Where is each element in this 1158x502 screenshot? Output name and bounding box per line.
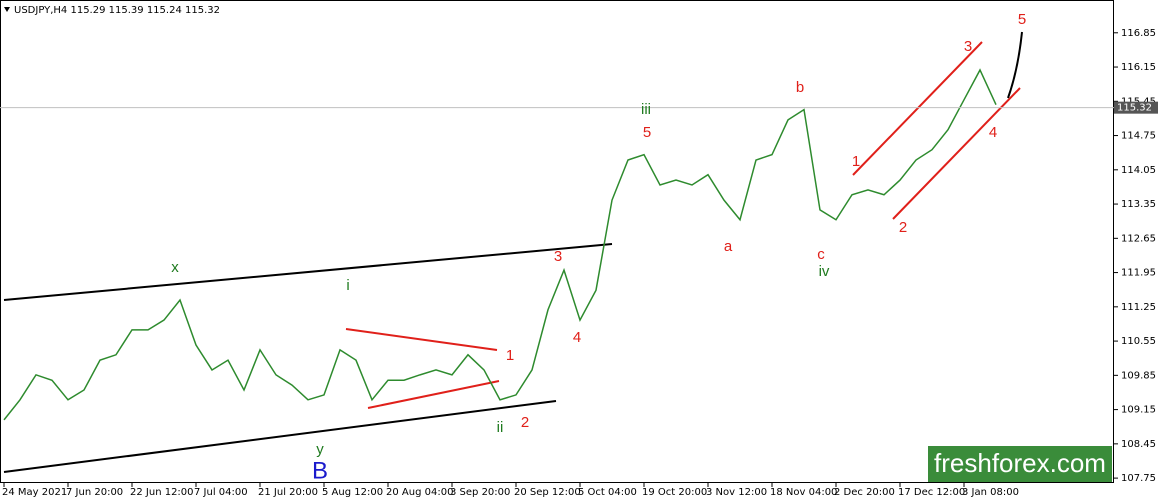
wave-label: x <box>171 259 179 276</box>
x-tick-label: 21 Jul 20:00 <box>258 487 318 498</box>
channel-line <box>3 243 613 301</box>
x-tick-label: 20 Sep 12:00 <box>514 487 581 498</box>
x-tick-label: 3 Jan 08:00 <box>962 487 1019 498</box>
y-tick-label: 107.75 <box>1121 473 1156 484</box>
wave-label: b <box>796 79 804 96</box>
channel-line <box>852 41 983 176</box>
channel-line <box>892 87 1021 220</box>
wave-label: 1 <box>852 153 860 170</box>
last-price-box <box>1114 101 1158 114</box>
triangle-line <box>367 380 500 409</box>
x-tick-label: 18 Nov 04:00 <box>770 487 837 498</box>
wave-label: 2 <box>521 414 529 431</box>
wave-label: 3 <box>964 38 972 55</box>
watermark-box <box>928 446 1112 482</box>
price-line <box>3 68 997 421</box>
watermark: freshforex.com <box>934 448 1106 478</box>
x-tick-label: 7 Jun 20:00 <box>66 487 123 498</box>
wave-label: c <box>817 246 825 263</box>
wave-label: a <box>724 238 733 255</box>
x-tick-label: 24 May 2021 <box>2 487 67 498</box>
last-price-label: 115.32 <box>1117 103 1152 114</box>
x-tick-label: 7 Jul 04:00 <box>194 487 248 498</box>
y-tick-label: 111.25 <box>1121 302 1156 313</box>
y-tick-label: 108.45 <box>1121 439 1156 450</box>
wave-label: 4 <box>989 124 997 141</box>
wave-label: 3 <box>554 248 562 265</box>
wave-label: B <box>312 457 328 484</box>
x-tick-label: 5 Aug 12:00 <box>322 487 383 498</box>
y-tick-label: 110.55 <box>1121 336 1156 347</box>
x-tick-label: 20 Aug 04:00 <box>386 487 453 498</box>
wave-label: 5 <box>643 124 651 141</box>
chart-title: USDJPY,H4 115.29 115.39 115.24 115.32 <box>14 5 220 16</box>
title-icon <box>4 7 10 12</box>
wave-label: 1 <box>506 347 514 364</box>
y-tick-label: 109.85 <box>1121 370 1156 381</box>
projection-line <box>1007 31 1023 99</box>
y-tick-label: 109.15 <box>1121 405 1156 416</box>
y-tick-label: 116.15 <box>1121 62 1156 73</box>
x-tick-label: 22 Jun 12:00 <box>130 487 194 498</box>
y-tick-label: 112.65 <box>1121 233 1156 244</box>
x-tick-label: 3 Nov 12:00 <box>706 487 767 498</box>
x-tick-label: 17 Dec 12:00 <box>898 487 965 498</box>
wave-label: 4 <box>573 329 581 346</box>
wave-label: ii <box>497 419 504 436</box>
wave-label: iii <box>641 101 651 118</box>
x-tick-label: 19 Oct 20:00 <box>642 487 707 498</box>
y-tick-label: 113.35 <box>1121 199 1156 210</box>
plot-area <box>0 31 1114 473</box>
triangle-line <box>345 328 498 351</box>
x-tick-label: 3 Sep 20:00 <box>450 487 510 498</box>
wave-label: i <box>346 277 349 294</box>
wave-label: iv <box>819 263 830 280</box>
wave-label: 5 <box>1018 11 1026 28</box>
y-tick-label: 114.75 <box>1121 131 1156 142</box>
x-tick-label: 5 Oct 04:00 <box>578 487 637 498</box>
plot-frame <box>0 0 1114 483</box>
y-tick-label: 116.85 <box>1121 28 1156 39</box>
wave-label: 2 <box>899 219 907 236</box>
y-tick-label: 114.05 <box>1121 165 1156 176</box>
x-tick-label: 2 Dec 20:00 <box>834 487 895 498</box>
channel-line <box>3 400 557 473</box>
wave-label: y <box>316 441 324 458</box>
y-tick-label: 111.95 <box>1121 268 1156 279</box>
